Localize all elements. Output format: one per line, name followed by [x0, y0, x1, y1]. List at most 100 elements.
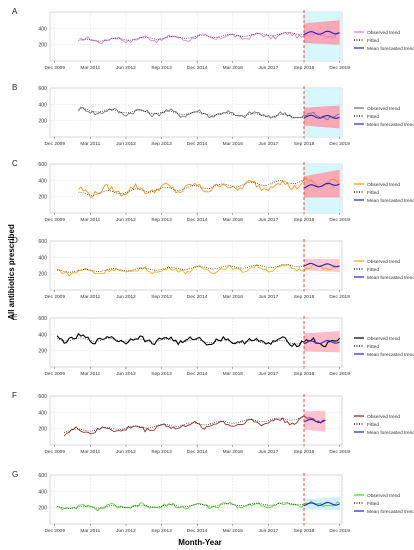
panel-a: A 200 400 Dec 2009 Mar 2011 Jun 2012 Sep 2013 D…: [12, 7, 414, 71]
observed-series: [57, 500, 340, 512]
plot-area: [49, 317, 343, 368]
fitted-series: [57, 502, 305, 509]
x-tick-label: Mar 2011: [80, 65, 100, 71]
y-tick-label: 400: [38, 102, 47, 108]
panel-d: D 200 400 600 Dec 2009 Mar 2011 Jun 2012 Sep 20…: [12, 236, 414, 300]
legend-label: Fitted: [367, 114, 379, 120]
observed-series: [63, 415, 326, 437]
panel-label: G: [12, 470, 18, 479]
x-tick-label: Sep 2013: [151, 371, 172, 377]
x-tick-label: Jun 2017: [259, 65, 279, 71]
y-tick-label: 200: [38, 119, 47, 125]
plot-area: [49, 11, 343, 62]
x-tick-label: Dec 2009: [44, 449, 65, 455]
y-tick-label: 600: [38, 316, 47, 322]
x-tick-label: Dec 2019: [329, 371, 350, 377]
y-tick-label: 600: [38, 162, 47, 168]
x-tick-label: Mar 2016: [223, 217, 244, 223]
y-tick-label: 200: [38, 427, 47, 433]
x-tick-label: Sep 2018: [294, 294, 315, 300]
legend-label: Mean forecasted trend: [367, 198, 414, 204]
x-tick-label: Mar 2016: [223, 449, 244, 455]
y-tick-label: 600: [38, 473, 47, 479]
observed-series: [57, 263, 340, 277]
panel-g: G 200 400 600 Dec 2009 Mar 2011 Jun 2012 Sep 20…: [12, 470, 414, 534]
panel-b: B 200 400 600 Dec 2009 Mar 2011 Jun 2012 Sep 20…: [12, 83, 414, 147]
plot-area: [49, 240, 343, 291]
x-tick-label: Dec 2019: [329, 65, 350, 71]
x-tick-label: Dec 2009: [44, 528, 65, 534]
x-tick-label: Dec 2019: [329, 217, 350, 223]
plot-area: [49, 163, 343, 214]
legend-label: Observed trend: [367, 106, 400, 112]
x-tick-label: Sep 2018: [294, 65, 315, 71]
x-tick-label: Dec 2019: [329, 449, 350, 455]
x-tick-label: Dec 2009: [44, 65, 65, 71]
x-tick-label: Sep 2018: [294, 371, 315, 377]
forecast-mean-series: [303, 114, 340, 119]
legend-label: Observed trend: [367, 182, 400, 188]
y-tick-label: 600: [38, 239, 47, 245]
x-tick-label: Jun 2012: [116, 141, 136, 147]
panel-label: E: [12, 313, 17, 322]
forecast-mean-series: [303, 339, 340, 345]
y-tick-label: 200: [38, 195, 47, 201]
y-axis-title: All antibiotics prescribed: [7, 224, 16, 320]
x-tick-label: Dec 2014: [187, 294, 208, 300]
y-tick-label: 400: [38, 26, 47, 32]
legend-label: Observed trend: [367, 30, 400, 36]
legend-label: Observed trend: [367, 493, 400, 499]
x-tick-label: Jun 2012: [116, 449, 136, 455]
forecast-band: [304, 497, 340, 511]
x-tick-label: Sep 2013: [151, 65, 172, 71]
x-tick-label: Jun 2012: [116, 294, 136, 300]
x-tick-label: Mar 2016: [223, 371, 244, 377]
fitted-series: [64, 416, 305, 433]
legend-label: Observed trend: [367, 414, 400, 420]
plot-area: [49, 474, 343, 525]
forecast-mean-series: [303, 501, 340, 507]
panel-label: C: [12, 159, 18, 168]
legend-label: Fitted: [367, 38, 379, 44]
y-tick-label: 200: [38, 272, 47, 278]
panel-label: F: [12, 391, 17, 400]
x-tick-label: Dec 2019: [329, 141, 350, 147]
forecast-band: [304, 169, 340, 198]
legend-label: Fitted: [367, 267, 379, 273]
x-tick-label: Sep 2018: [294, 449, 315, 455]
x-tick-label: Sep 2018: [294, 528, 315, 534]
panel-label: A: [12, 7, 18, 16]
x-tick-label: Mar 2016: [223, 141, 244, 147]
legend-label: Fitted: [367, 190, 379, 196]
forecast-mean-series: [303, 262, 340, 268]
x-tick-label: Mar 2016: [223, 294, 244, 300]
x-tick-label: Sep 2013: [151, 217, 172, 223]
x-tick-label: Jun 2017: [259, 528, 279, 534]
plot-area: [49, 395, 343, 446]
panel-e: E 200 400 600 Dec 2009 Mar 2011 Jun 2012 Sep 20…: [12, 313, 414, 377]
forecast-mean-series: [303, 418, 326, 423]
x-tick-label: Jun 2017: [259, 217, 279, 223]
x-tick-label: Mar 2011: [80, 141, 100, 147]
fitted-series: [56, 337, 305, 345]
x-tick-label: Jun 2017: [259, 371, 279, 377]
x-tick-label: Sep 2013: [151, 294, 172, 300]
x-tick-label: Dec 2009: [44, 141, 65, 147]
y-tick-label: 400: [38, 332, 47, 338]
x-tick-label: Sep 2018: [294, 217, 315, 223]
x-tick-label: Mar 2016: [223, 528, 244, 534]
panel-label: D: [12, 236, 18, 245]
x-tick-label: Jun 2012: [116, 371, 136, 377]
panel-label: B: [12, 83, 17, 92]
x-tick-label: Mar 2011: [80, 294, 100, 300]
x-tick-label: Jun 2012: [116, 217, 136, 223]
y-tick-label: 400: [38, 255, 47, 261]
x-tick-label: Mar 2011: [80, 449, 100, 455]
panel-c: C 200 400 600 Dec 2009 Mar 2011 Jun 2012 Sep 20…: [12, 159, 414, 223]
y-tick-label: 200: [38, 506, 47, 512]
x-tick-label: Sep 2013: [151, 141, 172, 147]
x-tick-label: Dec 2014: [187, 65, 208, 71]
y-tick-label: 400: [38, 489, 47, 495]
x-tick-label: Jun 2012: [116, 528, 136, 534]
